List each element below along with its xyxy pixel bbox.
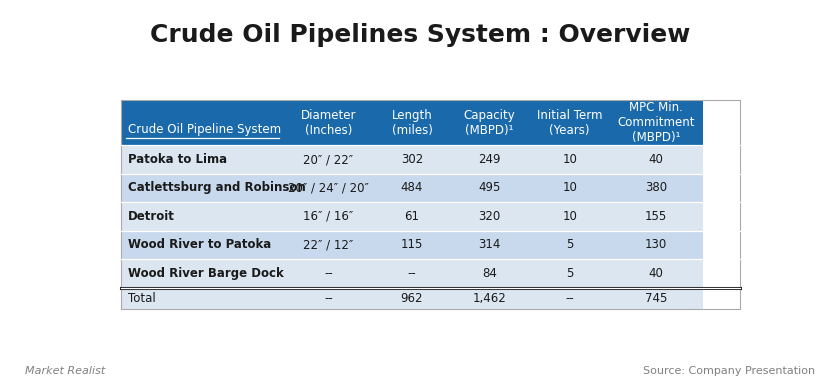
Bar [610, 288, 702, 310]
Bar [449, 288, 529, 310]
Bar [282, 259, 375, 288]
Bar [121, 145, 282, 174]
Text: 115: 115 [401, 238, 423, 251]
Bar [375, 230, 449, 259]
Text: --: -- [407, 267, 417, 280]
Bar [610, 230, 702, 259]
Bar [121, 288, 282, 310]
Bar [121, 259, 282, 288]
Text: Crude Oil Pipelines System : Overview: Crude Oil Pipelines System : Overview [150, 23, 690, 47]
Text: 20″ / 22″: 20″ / 22″ [303, 153, 354, 166]
Text: 5: 5 [566, 267, 574, 280]
Bar [529, 202, 610, 230]
Bar [282, 145, 375, 174]
Bar [529, 288, 610, 310]
Bar [121, 230, 282, 259]
Text: Wood River Barge Dock: Wood River Barge Dock [128, 267, 284, 280]
Bar [610, 202, 702, 230]
Text: Capacity
(MBPD)¹: Capacity (MBPD)¹ [464, 109, 515, 137]
Text: --: -- [324, 292, 333, 305]
Text: Initial Term
(Years): Initial Term (Years) [537, 109, 602, 137]
Text: 249: 249 [478, 153, 501, 166]
Bar [121, 202, 282, 230]
Text: Detroit: Detroit [128, 210, 175, 223]
Bar [282, 202, 375, 230]
Text: 10: 10 [562, 153, 577, 166]
Text: Patoka to Lima: Patoka to Lima [128, 153, 227, 166]
Text: 302: 302 [401, 153, 423, 166]
Text: Catlettsburg and Robinson: Catlettsburg and Robinson [128, 182, 306, 194]
Text: 84: 84 [482, 267, 496, 280]
Text: 314: 314 [478, 238, 501, 251]
Bar [449, 202, 529, 230]
Text: 10: 10 [562, 182, 577, 194]
Bar [449, 259, 529, 288]
Text: 320: 320 [478, 210, 501, 223]
Bar [610, 145, 702, 174]
Text: 155: 155 [645, 210, 667, 223]
Text: MPC Min.
Commitment
(MBPD)¹: MPC Min. Commitment (MBPD)¹ [617, 101, 695, 144]
Text: 495: 495 [478, 182, 501, 194]
Bar [529, 259, 610, 288]
Text: 61: 61 [404, 210, 419, 223]
Bar [449, 145, 529, 174]
Text: 962: 962 [401, 292, 423, 305]
Bar [282, 174, 375, 202]
Text: Wood River to Patoka: Wood River to Patoka [128, 238, 271, 251]
Text: 745: 745 [645, 292, 668, 305]
Text: 484: 484 [401, 182, 423, 194]
Bar [282, 288, 375, 310]
Bar [449, 174, 529, 202]
Text: Market Realist: Market Realist [25, 366, 106, 376]
Bar [375, 174, 449, 202]
Bar [529, 230, 610, 259]
Text: 40: 40 [648, 153, 664, 166]
Bar [529, 174, 610, 202]
Bar [449, 230, 529, 259]
Text: 40: 40 [648, 267, 664, 280]
Text: Length
(miles): Length (miles) [391, 109, 433, 137]
Text: 380: 380 [645, 182, 667, 194]
Bar [375, 145, 449, 174]
Text: 5: 5 [566, 238, 574, 251]
Text: 16″ / 16″: 16″ / 16″ [303, 210, 354, 223]
Text: 20″ / 24″ / 20″: 20″ / 24″ / 20″ [288, 182, 369, 194]
Bar [529, 145, 610, 174]
Bar [375, 259, 449, 288]
Text: 22″ / 12″: 22″ / 12″ [303, 238, 354, 251]
Bar [610, 174, 702, 202]
Text: 10: 10 [562, 210, 577, 223]
Text: Crude Oil Pipeline System: Crude Oil Pipeline System [128, 123, 281, 136]
Text: 130: 130 [645, 238, 667, 251]
Text: 1,462: 1,462 [472, 292, 507, 305]
Bar [610, 259, 702, 288]
Bar [375, 202, 449, 230]
Text: --: -- [565, 292, 574, 305]
Text: Source: Company Presentation: Source: Company Presentation [643, 366, 815, 376]
Text: Diameter
(Inches): Diameter (Inches) [301, 109, 356, 137]
Bar [375, 288, 449, 310]
Text: Total: Total [128, 292, 155, 305]
Text: --: -- [324, 267, 333, 280]
Bar [121, 174, 282, 202]
Bar [282, 230, 375, 259]
